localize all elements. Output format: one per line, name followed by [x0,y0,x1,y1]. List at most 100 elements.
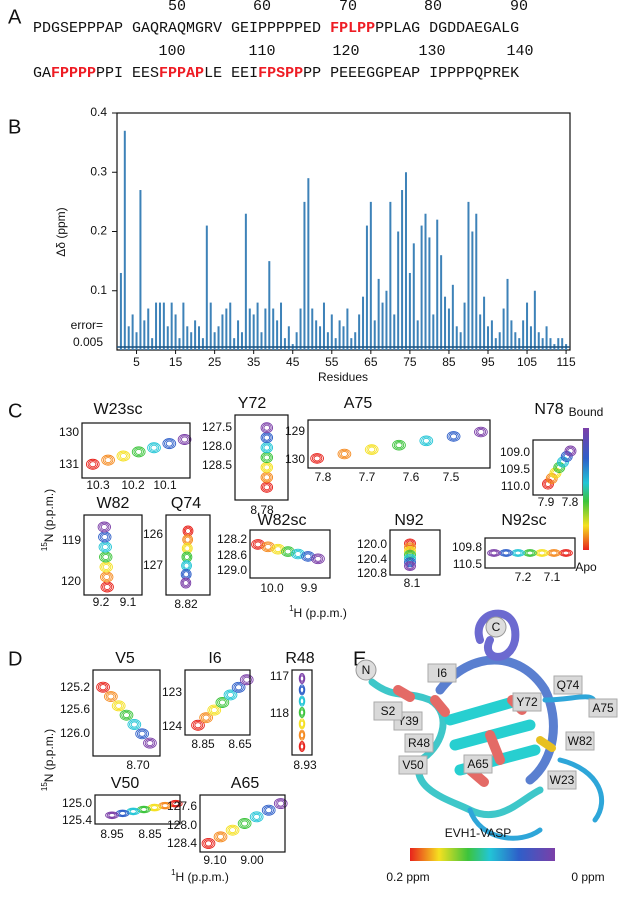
y-tick-label: 120 [61,574,81,588]
contour [199,712,213,724]
axis-label: 1H (p.p.m.) [171,868,229,884]
contour [526,550,534,556]
contour [177,434,192,445]
colorbar-top: Bound [569,405,604,419]
contour [511,549,525,557]
contour [105,811,119,820]
sequence-segment: FPSPP [258,65,303,82]
contour [299,685,305,695]
contours [85,434,192,470]
contour [235,684,243,691]
x-tick-label: 8.95 [100,827,124,841]
bar [510,320,513,350]
y-tick-label: 123 [162,685,182,699]
contours [180,525,194,589]
residue-number: 80 [424,0,442,15]
spectrum-frame [83,514,143,596]
bar [233,338,236,350]
contour [298,729,306,741]
contours [542,445,577,490]
bar [225,308,228,350]
contour [140,807,148,812]
bar [561,338,564,350]
x-tick-label: 10.0 [260,581,284,595]
contours [260,422,274,493]
contour [203,839,214,848]
bar [326,332,329,350]
x-tick-label: 8.93 [293,758,317,772]
contour [150,444,158,451]
bar [514,332,517,350]
contour [184,527,192,535]
bar [498,332,501,350]
contour [393,441,405,450]
bar [201,338,204,350]
bar [463,302,466,350]
bar [373,320,376,350]
bar [354,332,357,350]
spectrum-title: Q74 [171,495,201,512]
bar [127,326,130,350]
residue-label: R48 [408,736,430,750]
contour [404,549,416,560]
contours [310,426,488,464]
contour [567,447,574,455]
contour [164,439,175,448]
contour [560,549,572,557]
contour [299,743,305,750]
contour [201,838,216,849]
sequence-segment: PPI EES [96,65,159,82]
bar [252,314,255,350]
x-tick-label: 9.9 [301,581,318,595]
contour [215,832,226,842]
residue-label: W82 [568,734,593,748]
spectrum-frame [249,529,331,579]
bar [268,261,271,350]
contour [273,798,288,809]
contour [299,709,305,716]
contour [118,451,129,461]
residue-label: W23 [550,773,575,787]
bar [471,231,474,350]
bar [217,326,220,350]
y-tick-label: 131 [59,457,79,471]
spectrum-frame [81,422,191,479]
contour [405,543,415,552]
contour [299,674,305,683]
contour [299,675,305,682]
x-tick-label: 115 [557,355,576,369]
contour [129,720,140,729]
contour [284,548,292,555]
contour [299,742,305,751]
contour [499,549,513,557]
contour [217,698,228,707]
contour [264,543,272,550]
axis-label-sup: 15 [40,542,49,551]
bar [330,314,333,350]
residue-number: 70 [339,0,357,15]
contour [299,719,305,729]
x-tick-label: 85 [442,355,456,369]
contour [474,426,488,438]
y-tick-label: 0.1 [90,283,107,297]
contour [514,550,522,556]
contour [559,458,567,466]
bar [147,308,150,350]
contour [233,683,244,692]
contour [89,461,97,468]
bar [397,231,400,350]
contour [87,460,99,469]
axis-label-text: H (p.p.m.) [176,870,229,884]
contour [182,579,189,587]
contour [565,446,576,456]
contour [368,446,376,453]
contour [143,737,157,749]
residue-box [398,755,428,775]
contour [262,423,272,433]
x-tick-label: 105 [517,355,537,369]
contour [419,435,434,447]
residue-label: Y39 [397,714,419,728]
contour [552,469,559,477]
y-tick-label: 110.0 [501,479,530,493]
bar [338,320,341,350]
